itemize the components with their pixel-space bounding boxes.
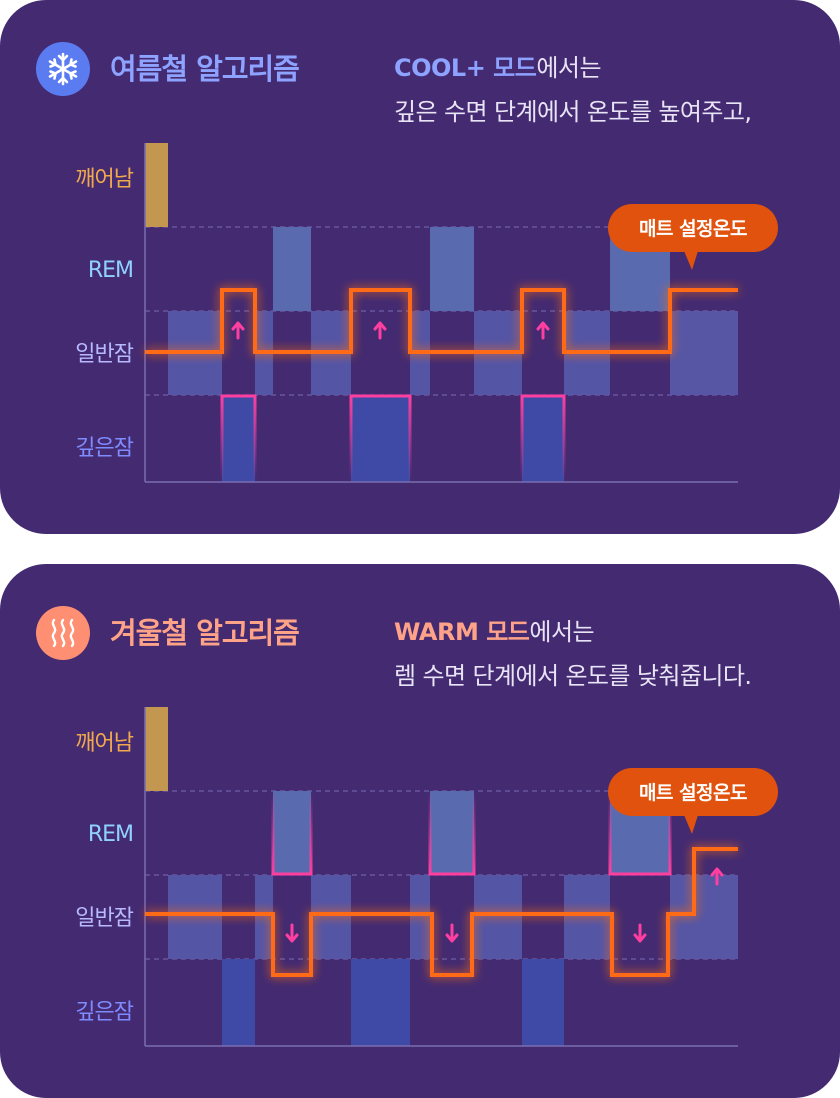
summer-sleep-chart: 깨어남 REM 일반잠 깊은잠 bbox=[75, 143, 778, 483]
winter-description-line1: WARM 모드에서는 bbox=[394, 612, 595, 647]
stage-label-deep: 깊은잠 bbox=[75, 436, 133, 461]
mat-temperature-line bbox=[145, 288, 738, 354]
winter-algorithm-card: 겨울철 알고리즘 WARM 모드에서는 렘 수면 단계에서 온도를 낮춰줍니다.… bbox=[0, 564, 840, 1098]
summer-description-line2: 깊은 수면 단계에서 온도를 높여주고, bbox=[394, 98, 752, 126]
heat-wave-icon bbox=[51, 618, 75, 648]
winter-badge bbox=[36, 606, 90, 660]
stage-label-wake: 깨어남 bbox=[75, 167, 133, 192]
stage-label-light: 일반잠 bbox=[75, 906, 133, 931]
summer-algorithm-card: 여름철 알고리즘 COOL+ 모드에서는 깊은 수면 단계에서 온도를 높여주고… bbox=[0, 0, 840, 534]
temp-up-arrow-icon bbox=[710, 867, 724, 886]
stage-block-wake bbox=[145, 707, 168, 791]
summer-badge bbox=[36, 42, 90, 96]
mat-temperature-callout: 매트 설정온도 bbox=[608, 768, 778, 834]
mat-temperature-line bbox=[145, 847, 738, 977]
temp-down-arrow-icon bbox=[285, 923, 299, 943]
summer-description-line1: COOL+ 모드에서는 bbox=[394, 48, 602, 83]
stage-block-wake bbox=[145, 143, 168, 227]
stage-blocks-light bbox=[168, 875, 738, 959]
callout-label: 매트 설정온도 bbox=[639, 218, 747, 240]
summer-title: 여름철 알고리즘 bbox=[110, 52, 300, 86]
winter-title: 겨울철 알고리즘 bbox=[110, 616, 300, 650]
callout-label: 매트 설정온도 bbox=[639, 782, 747, 804]
temp-up-arrow-icon bbox=[231, 321, 245, 340]
stage-label-deep: 깊은잠 bbox=[75, 1000, 133, 1025]
stage-label-rem: REM bbox=[88, 258, 133, 283]
stage-label-light: 일반잠 bbox=[75, 342, 133, 367]
winter-desc-suffix: 에서는 bbox=[529, 618, 595, 646]
stage-blocks-deep bbox=[222, 959, 564, 1046]
temp-up-arrow-icon bbox=[373, 321, 387, 340]
summer-desc-suffix: 에서는 bbox=[536, 54, 602, 82]
stage-label-wake: 깨어남 bbox=[75, 731, 133, 756]
mat-temperature-callout: 매트 설정온도 bbox=[608, 204, 778, 270]
deep-sleep-highlights bbox=[220, 394, 566, 482]
stage-blocks-rem bbox=[273, 227, 670, 311]
winter-mode-name: WARM 모드 bbox=[394, 618, 530, 646]
temp-down-arrow-icon bbox=[445, 923, 459, 943]
winter-sleep-chart: 깨어남 REM 일반잠 깊은잠 bbox=[75, 707, 778, 1047]
stage-blocks-deep bbox=[222, 395, 564, 482]
stage-label-rem: REM bbox=[88, 822, 133, 847]
temp-up-arrow-icon bbox=[536, 321, 550, 340]
summer-mode-name: COOL+ 모드 bbox=[394, 54, 537, 82]
temp-down-arrow-icon bbox=[633, 923, 647, 943]
snowflake-icon bbox=[48, 52, 78, 86]
rem-sleep-highlights bbox=[271, 791, 672, 876]
winter-description-line2: 렘 수면 단계에서 온도를 낮춰줍니다. bbox=[394, 662, 752, 690]
